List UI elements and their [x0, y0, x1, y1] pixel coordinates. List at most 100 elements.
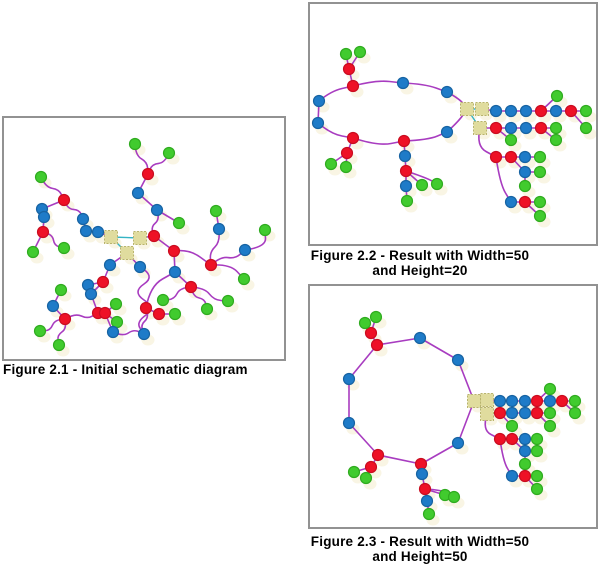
schematic-edge: [348, 344, 378, 380]
schematic-node-red: [96, 275, 110, 289]
schematic-node-blue: [79, 224, 93, 238]
schematic-node-red: [530, 406, 544, 420]
schematic-node-blue: [504, 195, 518, 209]
schematic-junction-square: [104, 230, 118, 244]
schematic-node-green: [430, 177, 444, 191]
schematic-node-blue: [519, 121, 533, 135]
schematic-node-blue: [505, 469, 519, 483]
schematic-node-green: [237, 272, 251, 286]
schematic-node-green: [533, 209, 547, 223]
schematic-node-green: [422, 507, 436, 521]
schematic-node-green: [543, 406, 557, 420]
schematic-node-red: [340, 146, 354, 160]
schematic-node-red: [184, 280, 198, 294]
schematic-node-red: [489, 121, 503, 135]
schematic-node-blue: [440, 125, 454, 139]
caption-line: Figure 2.2 - Result with Width=50: [310, 248, 530, 263]
schematic-node-green: [568, 406, 582, 420]
figure-2-1-panel: [2, 116, 286, 361]
schematic-node-green: [543, 382, 557, 396]
schematic-node-green: [530, 469, 544, 483]
schematic-node-green: [505, 419, 519, 433]
schematic-node-green: [533, 165, 547, 179]
schematic-edge: [403, 131, 448, 142]
schematic-node-green: [530, 482, 544, 496]
schematic-node-red: [167, 244, 181, 258]
schematic-node-blue: [37, 210, 51, 224]
schematic-edge: [64, 312, 99, 320]
schematic-node-blue: [312, 94, 326, 108]
schematic-node-green: [579, 104, 593, 118]
schematic-node-green: [353, 45, 367, 59]
schematic-node-red: [342, 62, 356, 76]
schematic-node-red: [346, 79, 360, 93]
schematic-node-red: [58, 312, 72, 326]
schematic-node-red: [36, 225, 50, 239]
schematic-junction-square: [467, 394, 481, 408]
figure-2-1-caption: Figure 2.1 - Initial schematic diagram: [3, 362, 303, 378]
schematic-node-green: [549, 133, 563, 147]
schematic-edge: [377, 454, 422, 465]
caption-line: and Height=50: [372, 548, 468, 564]
schematic-node-blue: [518, 165, 532, 179]
schematic-node-blue: [518, 444, 532, 458]
schematic-edge: [352, 80, 404, 87]
schematic-node-blue: [46, 299, 60, 313]
schematic-edge: [40, 176, 65, 201]
schematic-node-blue: [168, 265, 182, 279]
schematic-node-green: [339, 160, 353, 174]
schematic-node-blue: [84, 287, 98, 301]
schematic-junction-square: [475, 102, 489, 116]
schematic-node-green: [200, 302, 214, 316]
schematic-node-blue: [106, 325, 120, 339]
schematic-node-blue: [342, 416, 356, 430]
schematic-node-blue: [137, 327, 151, 341]
schematic-node-green: [110, 315, 124, 329]
schematic-node-blue: [518, 394, 532, 408]
schematic-node-blue: [133, 260, 147, 274]
schematic-node-red: [147, 229, 161, 243]
schematic-node-blue: [131, 186, 145, 200]
schematic-node-blue: [76, 212, 90, 226]
schematic-node-green: [533, 150, 547, 164]
schematic-node-blue: [238, 243, 252, 257]
schematic-node-green: [54, 283, 68, 297]
schematic-node-green: [52, 338, 66, 352]
schematic-node-blue: [518, 432, 532, 446]
schematic-node-blue: [212, 222, 226, 236]
schematic-edge: [210, 249, 246, 266]
schematic-node-blue: [505, 406, 519, 420]
schematic-node-green: [339, 47, 353, 61]
caption-line: Figure 2.3 - Result with Width=50: [310, 534, 530, 549]
schematic-node-green: [34, 170, 48, 184]
schematic-node-blue: [413, 331, 427, 345]
schematic-node-red: [346, 131, 360, 145]
schematic-edge: [376, 337, 421, 346]
figure-2-2-caption: Figure 2.2 - Result with Width=50 and He…: [308, 248, 532, 278]
figure-2-3-diagram: [342, 310, 586, 526]
schematic-node-green: [33, 324, 47, 338]
schematic-node-blue: [504, 121, 518, 135]
schematic-node-blue: [518, 406, 532, 420]
schematic-node-red: [141, 167, 155, 181]
schematic-node-red: [518, 195, 532, 209]
schematic-node-red: [564, 104, 578, 118]
schematic-junction-square: [133, 231, 147, 245]
schematic-junction-square: [473, 121, 487, 135]
schematic-node-green: [258, 223, 272, 237]
schematic-node-green: [128, 137, 142, 151]
schematic-node-green: [57, 241, 71, 255]
schematic-node-green: [533, 195, 547, 209]
caption-line: Figure 2.1 - Initial schematic diagram: [3, 362, 248, 377]
schematic-node-blue: [103, 258, 117, 272]
schematic-node-blue: [342, 372, 356, 386]
schematic-node-red: [414, 457, 428, 471]
schematic-node-green: [543, 419, 557, 433]
schematic-node-green: [221, 294, 235, 308]
schematic-node-red: [555, 394, 569, 408]
schematic-node-red: [493, 406, 507, 420]
figure-2-2-panel: [308, 2, 598, 246]
schematic-edge: [112, 329, 145, 336]
schematic-node-blue: [504, 104, 518, 118]
